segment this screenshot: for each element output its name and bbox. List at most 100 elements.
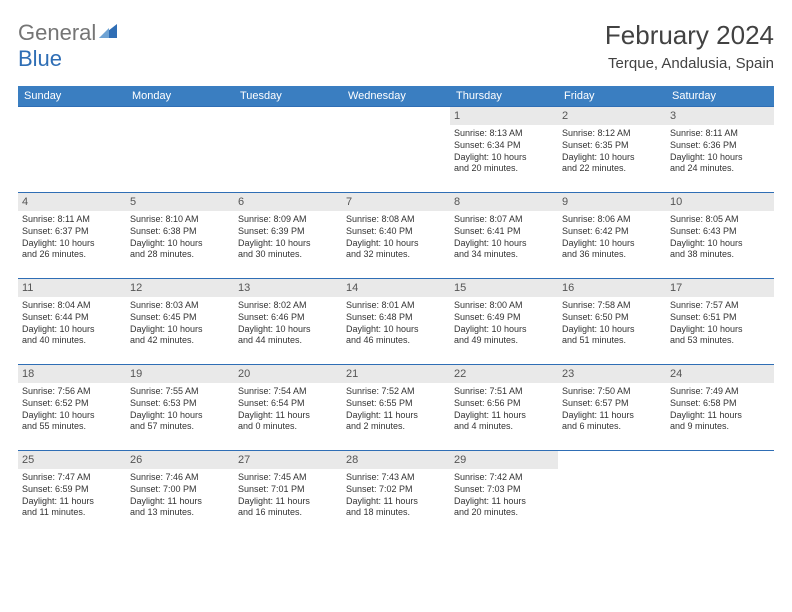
daylight-text: Daylight: 10 hours [22,410,122,422]
sunset-text: Sunset: 6:53 PM [130,398,230,410]
daylight-text: Daylight: 10 hours [562,152,662,164]
daylight-text: Daylight: 10 hours [238,238,338,250]
day-number: 18 [18,365,126,383]
sunrise-text: Sunrise: 7:46 AM [130,472,230,484]
sunset-text: Sunset: 6:39 PM [238,226,338,238]
daylight-text: and 22 minutes. [562,163,662,175]
page-subtitle: Terque, Andalusia, Spain [605,55,774,72]
day-number: 9 [558,193,666,211]
day-number: 16 [558,279,666,297]
sunrise-text: Sunrise: 8:11 AM [22,214,122,226]
sunset-text: Sunset: 7:01 PM [238,484,338,496]
daylight-text: Daylight: 11 hours [22,496,122,508]
day-cell: 12Sunrise: 8:03 AMSunset: 6:45 PMDayligh… [126,279,234,365]
day-cell: 24Sunrise: 7:49 AMSunset: 6:58 PMDayligh… [666,365,774,451]
sunrise-text: Sunrise: 7:55 AM [130,386,230,398]
sunset-text: Sunset: 7:03 PM [454,484,554,496]
day-number: 2 [558,107,666,125]
sunrise-text: Sunrise: 8:00 AM [454,300,554,312]
week-row: 25Sunrise: 7:47 AMSunset: 6:59 PMDayligh… [18,451,774,537]
day-cell: 1Sunrise: 8:13 AMSunset: 6:34 PMDaylight… [450,107,558,193]
day-number: 10 [666,193,774,211]
sunrise-text: Sunrise: 8:10 AM [130,214,230,226]
header: General February 2024 Terque, Andalusia,… [18,20,774,72]
day-number: 7 [342,193,450,211]
daylight-text: and 0 minutes. [238,421,338,433]
daylight-text: and 51 minutes. [562,335,662,347]
daylight-text: Daylight: 11 hours [238,410,338,422]
daylight-text: Daylight: 10 hours [670,238,770,250]
day-header-row: Sunday Monday Tuesday Wednesday Thursday… [18,86,774,107]
day-cell: 22Sunrise: 7:51 AMSunset: 6:56 PMDayligh… [450,365,558,451]
day-cell: 25Sunrise: 7:47 AMSunset: 6:59 PMDayligh… [18,451,126,537]
day-cell: 14Sunrise: 8:01 AMSunset: 6:48 PMDayligh… [342,279,450,365]
day-cell [234,107,342,193]
day-number: 14 [342,279,450,297]
sunset-text: Sunset: 6:37 PM [22,226,122,238]
sunrise-text: Sunrise: 7:47 AM [22,472,122,484]
day-cell: 15Sunrise: 8:00 AMSunset: 6:49 PMDayligh… [450,279,558,365]
sunrise-text: Sunrise: 8:13 AM [454,128,554,140]
daylight-text: and 49 minutes. [454,335,554,347]
sunrise-text: Sunrise: 7:52 AM [346,386,446,398]
sunrise-text: Sunrise: 7:51 AM [454,386,554,398]
day-cell: 17Sunrise: 7:57 AMSunset: 6:51 PMDayligh… [666,279,774,365]
sunset-text: Sunset: 7:02 PM [346,484,446,496]
sunset-text: Sunset: 6:38 PM [130,226,230,238]
day-number: 15 [450,279,558,297]
sunrise-text: Sunrise: 8:09 AM [238,214,338,226]
daylight-text: and 38 minutes. [670,249,770,261]
day-cell: 27Sunrise: 7:45 AMSunset: 7:01 PMDayligh… [234,451,342,537]
daylight-text: Daylight: 11 hours [670,410,770,422]
daylight-text: Daylight: 10 hours [454,238,554,250]
day-cell: 18Sunrise: 7:56 AMSunset: 6:52 PMDayligh… [18,365,126,451]
daylight-text: Daylight: 10 hours [670,152,770,164]
logo-sail-icon [97,22,119,45]
day-header: Monday [126,86,234,107]
day-cell: 8Sunrise: 8:07 AMSunset: 6:41 PMDaylight… [450,193,558,279]
daylight-text: and 30 minutes. [238,249,338,261]
day-cell: 9Sunrise: 8:06 AMSunset: 6:42 PMDaylight… [558,193,666,279]
week-row: 11Sunrise: 8:04 AMSunset: 6:44 PMDayligh… [18,279,774,365]
sunrise-text: Sunrise: 7:54 AM [238,386,338,398]
day-number: 25 [18,451,126,469]
daylight-text: and 18 minutes. [346,507,446,519]
day-cell: 26Sunrise: 7:46 AMSunset: 7:00 PMDayligh… [126,451,234,537]
daylight-text: Daylight: 10 hours [130,238,230,250]
sunrise-text: Sunrise: 7:57 AM [670,300,770,312]
sunrise-text: Sunrise: 7:58 AM [562,300,662,312]
sunset-text: Sunset: 6:34 PM [454,140,554,152]
day-header: Wednesday [342,86,450,107]
day-cell [666,451,774,537]
sunrise-text: Sunrise: 8:07 AM [454,214,554,226]
day-number: 21 [342,365,450,383]
sunset-text: Sunset: 6:36 PM [670,140,770,152]
daylight-text: and 24 minutes. [670,163,770,175]
sunset-text: Sunset: 6:43 PM [670,226,770,238]
daylight-text: and 42 minutes. [130,335,230,347]
sunrise-text: Sunrise: 7:45 AM [238,472,338,484]
sunset-text: Sunset: 6:55 PM [346,398,446,410]
logo-line2: Blue [18,46,62,72]
sunrise-text: Sunrise: 8:02 AM [238,300,338,312]
day-number: 19 [126,365,234,383]
daylight-text: and 2 minutes. [346,421,446,433]
sunset-text: Sunset: 7:00 PM [130,484,230,496]
day-number: 28 [342,451,450,469]
daylight-text: and 34 minutes. [454,249,554,261]
day-cell [342,107,450,193]
daylight-text: Daylight: 10 hours [130,324,230,336]
day-number: 6 [234,193,342,211]
title-block: February 2024 Terque, Andalusia, Spain [605,20,774,72]
day-cell: 20Sunrise: 7:54 AMSunset: 6:54 PMDayligh… [234,365,342,451]
day-cell: 23Sunrise: 7:50 AMSunset: 6:57 PMDayligh… [558,365,666,451]
daylight-text: Daylight: 10 hours [238,324,338,336]
week-row: 4Sunrise: 8:11 AMSunset: 6:37 PMDaylight… [18,193,774,279]
sunrise-text: Sunrise: 8:11 AM [670,128,770,140]
sunset-text: Sunset: 6:56 PM [454,398,554,410]
day-number: 24 [666,365,774,383]
day-number: 22 [450,365,558,383]
daylight-text: Daylight: 10 hours [22,238,122,250]
logo: General [18,20,119,46]
daylight-text: and 40 minutes. [22,335,122,347]
